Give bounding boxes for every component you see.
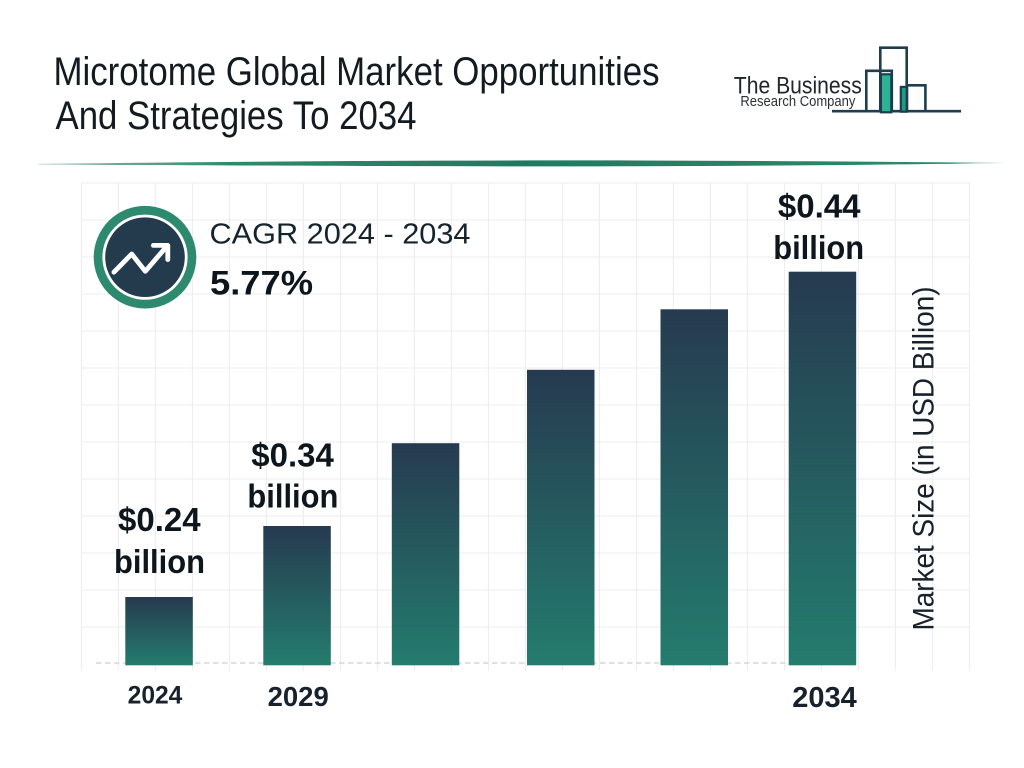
svg-text:billion: billion [114,543,205,580]
svg-text:Microtome Global Market Opport: Microtome Global Market Opportunities [54,50,660,94]
svg-text:The Business: The Business [734,73,862,100]
svg-text:billion: billion [247,477,338,514]
svg-text:2029: 2029 [268,681,329,712]
svg-text:billion: billion [773,229,864,266]
svg-text:Market Size (in USD Billion): Market Size (in USD Billion) [908,287,941,631]
svg-text:2024: 2024 [128,683,183,710]
svg-text:$0.24: $0.24 [118,501,201,538]
svg-text:$0.44: $0.44 [778,187,861,224]
svg-text:2034: 2034 [792,682,857,714]
svg-text:$0.34: $0.34 [251,436,334,473]
svg-text:5.77%: 5.77% [210,265,313,303]
svg-text:And Strategies To 2034: And Strategies To 2034 [56,94,417,138]
svg-text:CAGR 2024 - 2034: CAGR 2024 - 2034 [210,219,471,251]
svg-text:Research Company: Research Company [740,94,856,110]
